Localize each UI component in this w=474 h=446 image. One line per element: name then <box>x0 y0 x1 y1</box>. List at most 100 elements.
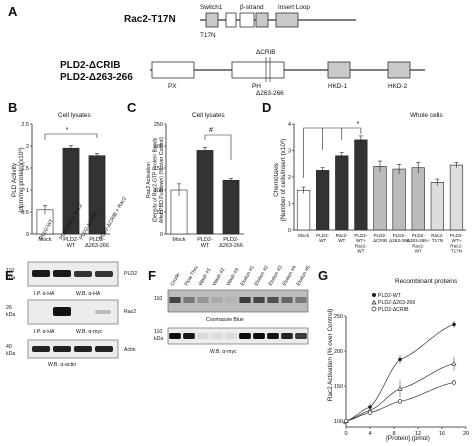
switch1-box <box>205 12 219 28</box>
blot-band <box>281 333 293 339</box>
panel-letter-e: E <box>5 268 14 283</box>
bar <box>335 155 349 231</box>
y-tick-label: 2.5 <box>21 122 29 128</box>
data-point <box>451 360 457 366</box>
mw-kda: kDa <box>154 336 163 342</box>
legend-entry: PLD2-Δ263-266 <box>378 300 415 306</box>
category-label: PLD2- <box>89 237 105 243</box>
panel-letter-b: B <box>8 100 17 115</box>
x-tick-label: 12 <box>415 431 421 437</box>
ip-ha-1: I.P. α-HA <box>34 291 55 297</box>
category-label: PLD2- <box>354 233 367 238</box>
wb-myc-label: W.B. α-myc <box>210 349 237 355</box>
data-point <box>452 322 456 327</box>
panel-letter-f: F <box>148 268 156 283</box>
lane-label: Wash #1 <box>198 267 213 287</box>
panel-letter-g: G <box>318 268 328 283</box>
pld2-domain-diagram: PLD2-ΔCRIB PLD2-Δ263-266 ΔCRIB PX PH Δ26… <box>60 49 425 97</box>
blot-band <box>295 333 307 339</box>
band-label-actin: Actin <box>124 347 136 353</box>
data-point <box>397 399 403 404</box>
panel-g-subtitle: Recombinant proteins <box>395 278 457 285</box>
category-label: T17N <box>451 249 462 254</box>
category-label: WT <box>201 243 210 249</box>
wb-actin: W.B. α-actin <box>48 362 76 368</box>
category-label: PLD2- <box>223 237 239 243</box>
panel-c-ylabel-1: Rac2 Activation <box>146 162 152 198</box>
panel-d-significance: * <box>357 121 360 128</box>
category-label: Rac2- <box>450 243 463 248</box>
gel-band <box>211 297 223 303</box>
ip-ha-2: I.P. α-HA <box>34 329 55 335</box>
blot-band <box>225 333 237 339</box>
wb-myc: W.B. α-myc <box>76 329 103 335</box>
y-tick-label: 1 <box>26 188 29 194</box>
category-label: Rac2- <box>431 233 444 238</box>
y-tick-label: 200 <box>154 144 163 150</box>
data-point <box>451 380 457 385</box>
gel-band <box>281 297 293 303</box>
panel-c-ylabel-2: (Density of Rac2-GTP Protein Bands <box>153 137 159 222</box>
blot-band <box>169 333 181 339</box>
bar <box>296 189 311 231</box>
category-label: PLD2- <box>316 233 329 238</box>
blot-band <box>211 333 223 339</box>
panel-d-ylabel-2: (Number of cells/insert (x10³) <box>280 139 287 221</box>
gel-band <box>183 297 195 303</box>
category-label: PLD2- <box>197 237 213 243</box>
y-tick-label: 250 <box>334 314 343 320</box>
pld2-dcrib-label: PLD2-ΔCRIB <box>60 60 121 71</box>
panel-d-subtitle: Whole cells <box>410 112 443 119</box>
category-label: WT <box>357 249 364 254</box>
category-label: Rac2- <box>355 243 368 248</box>
bar <box>411 167 425 231</box>
blot-band <box>267 333 279 339</box>
wb-ha: W.B. α-HA <box>76 291 101 297</box>
category-label: ΔCRIB <box>373 238 387 243</box>
y-tick-label: 1 <box>288 202 291 208</box>
category-label: PLD2- <box>373 233 386 238</box>
bar <box>392 168 406 231</box>
hkd2-label: HKD-2 <box>388 83 408 90</box>
panel-b-ylabel-2: (dpm/mg protein)(x10³) <box>18 147 25 212</box>
panel-b-subtitle: Cell lysates <box>58 112 91 119</box>
wb-myc-blot <box>167 327 309 345</box>
gel-band <box>253 297 265 303</box>
y-tick-label: 0 <box>288 228 291 234</box>
coomassie-label: Coomassie Blue <box>206 317 244 323</box>
y-tick-label: 250 <box>154 122 163 128</box>
legend-entry: PLD2-ΔCRIB <box>378 307 409 313</box>
panel-c-significance: # <box>209 127 213 134</box>
blot-band <box>183 333 195 339</box>
hkd2-domain <box>387 61 411 79</box>
category-label: PLD2- <box>450 233 463 238</box>
bar <box>449 164 464 231</box>
y-tick-label: 100 <box>154 188 163 194</box>
mw-kda: kDa <box>6 312 15 318</box>
panel-g-legend: PLD2-WT PLD2-Δ263-266 PLD2-ΔCRIB <box>371 293 415 313</box>
gel-band <box>169 297 181 303</box>
panel-letter-d: D <box>262 100 271 115</box>
x-tick-label: 20 <box>463 431 469 437</box>
category-label: WT+ <box>356 238 366 243</box>
category-label: Δ263-266+ <box>407 238 430 243</box>
y-tick-label: 0.5 <box>21 210 29 216</box>
category-label: Rac2- <box>336 233 349 238</box>
band-label-rac2: Rac2 <box>124 309 136 315</box>
rac2-construct-label: Rac2-T17N <box>124 14 176 25</box>
x-tick-label: 16 <box>439 431 445 437</box>
insert-loop-box <box>275 12 299 28</box>
wb-myc-bands <box>169 333 307 339</box>
lane-label: Elution #5 <box>296 265 312 287</box>
panel-b-significance: * <box>66 127 69 134</box>
coomassie-bands <box>169 297 307 303</box>
data-point <box>397 386 403 391</box>
lane-label: Crude <box>170 272 182 287</box>
category-label: PLD2- <box>63 237 79 243</box>
category-label: Mock <box>172 237 185 243</box>
panel-letter-a: A <box>8 4 18 19</box>
significance-bracket <box>303 127 362 178</box>
gel-band <box>239 297 251 303</box>
ph-domain <box>231 61 285 79</box>
